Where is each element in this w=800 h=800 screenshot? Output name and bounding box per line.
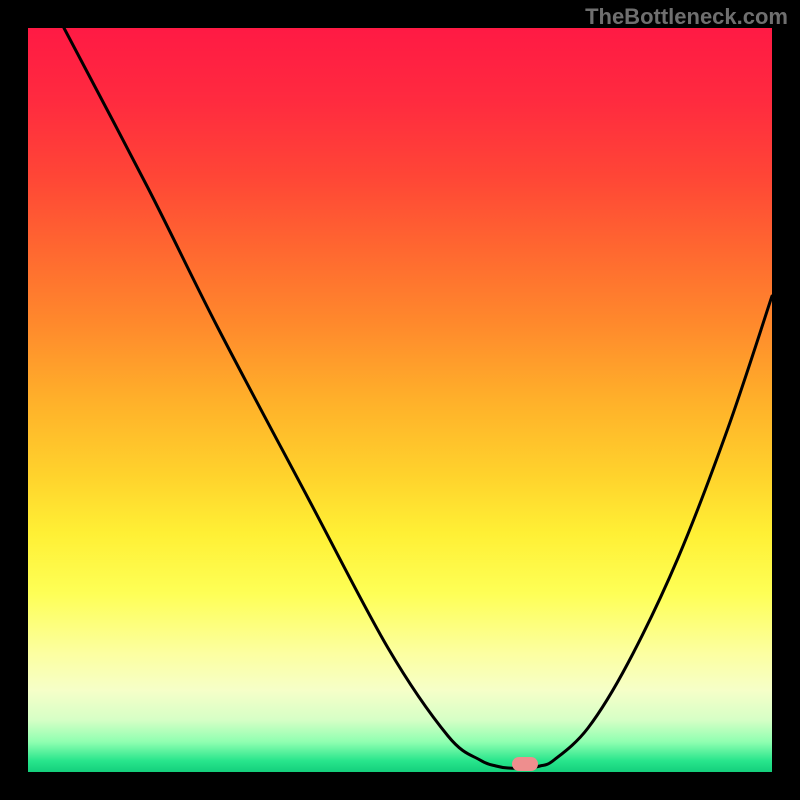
gradient-background xyxy=(28,28,772,772)
optimal-point-marker xyxy=(512,757,538,771)
chart-frame: TheBottleneck.com xyxy=(0,0,800,800)
plot-svg xyxy=(28,28,772,772)
plot-area xyxy=(28,28,772,772)
watermark-text: TheBottleneck.com xyxy=(585,4,788,30)
